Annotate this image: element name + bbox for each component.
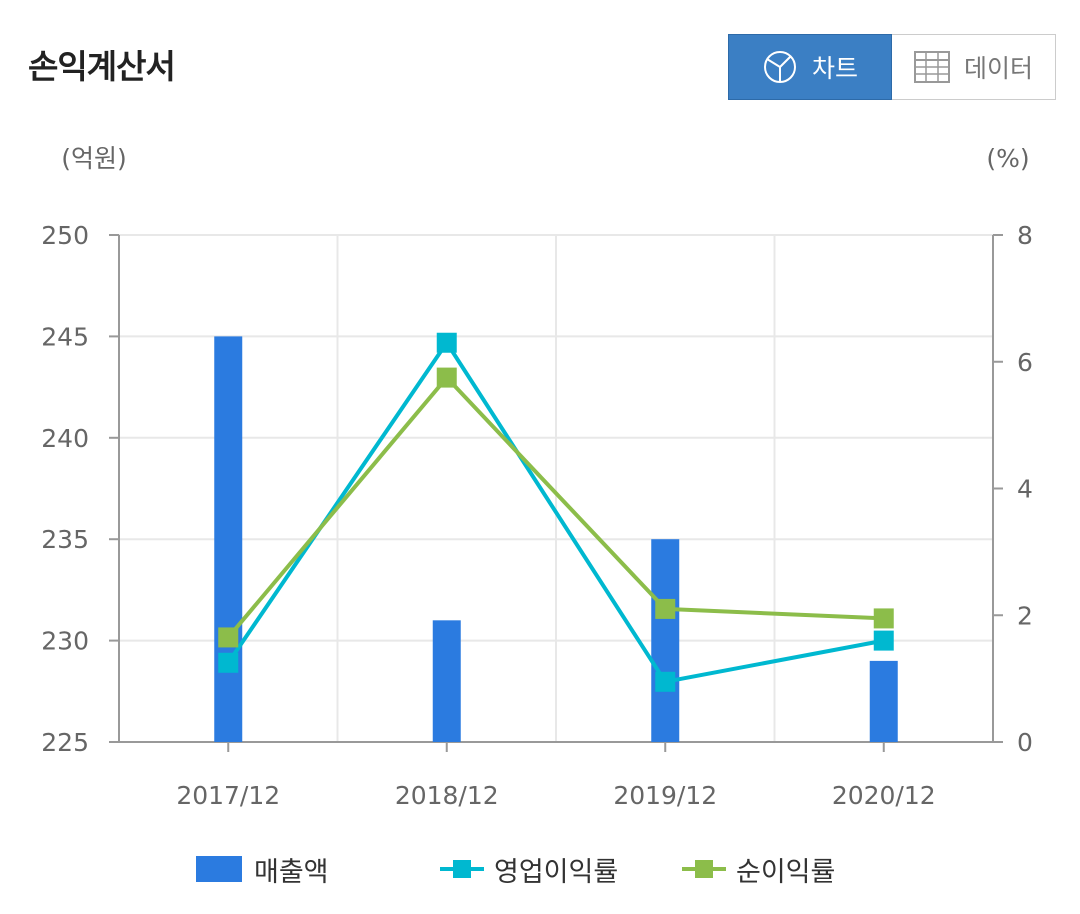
left-axis-tick-label: 245: [41, 322, 89, 351]
right-axis-tick-label: 4: [1017, 475, 1033, 504]
legend-item-revenue[interactable]: 매출액: [196, 846, 329, 892]
x-axis-tick-label: 2019/12: [613, 781, 717, 810]
left-axis-tick-label: 225: [41, 728, 89, 757]
data-view-button[interactable]: 데이터: [892, 34, 1056, 100]
net-margin-line: [226, 375, 884, 639]
legend-swatch-revenue: [196, 856, 242, 882]
chart-view-label: 차트: [811, 54, 858, 83]
legend-swatch-net-margin: [682, 856, 726, 882]
revenue-bar: [214, 336, 243, 742]
left-axis-unit-label: (억원): [61, 144, 127, 173]
net-margin-point: [873, 608, 894, 629]
income-statement-chart: 225 230 235 240 245 250 0 2 4 6 8 (억원) (%) 2017/12 201…: [41, 144, 1033, 810]
table-grid-icon: [913, 51, 950, 83]
right-axis-tick-label: 8: [1017, 221, 1033, 250]
operating-margin-point: [218, 652, 239, 673]
operating-margin-point: [655, 671, 676, 692]
revenue-bar: [432, 620, 461, 742]
x-axis-tick-label: 2020/12: [832, 781, 936, 810]
data-view-label: 데이터: [963, 54, 1033, 83]
legend-label-net-margin: 순이익률: [736, 856, 836, 888]
right-axis-unit-label: (%): [986, 144, 1029, 173]
pie-chart-icon: [763, 51, 796, 83]
right-axis-tick-label: 2: [1017, 601, 1033, 630]
net-margin-point: [436, 367, 457, 388]
legend-item-operating-margin[interactable]: 영업이익률: [440, 846, 618, 892]
right-axis-tick-label: 0: [1017, 728, 1033, 757]
x-axis-tick-label: 2018/12: [395, 781, 499, 810]
chart-view-button[interactable]: 차트: [728, 34, 892, 100]
net-margin-point: [655, 598, 676, 619]
legend-item-net-margin[interactable]: 순이익률: [682, 846, 835, 892]
page-title: 손익계산서: [28, 47, 176, 86]
operating-margin-point: [436, 332, 457, 353]
left-axis-tick-label: 230: [41, 627, 89, 656]
left-axis-tick-label: 240: [41, 424, 89, 453]
left-axis-tick-label: 235: [41, 525, 89, 554]
legend-swatch-operating-margin: [440, 856, 484, 882]
legend-label-operating-margin: 영업이익률: [494, 856, 619, 888]
legend-label-revenue: 매출액: [254, 856, 329, 888]
chart-legend: 매출액 영업이익률 순이익률: [0, 846, 1080, 892]
operating-margin-point: [873, 630, 894, 651]
right-axis-tick-label: 6: [1017, 348, 1033, 377]
left-axis-tick-label: 250: [41, 221, 89, 250]
revenue-bar: [651, 539, 680, 742]
net-margin-point: [218, 627, 239, 648]
view-toggle: 차트 데이터: [728, 34, 1056, 100]
x-axis-tick-label: 2017/12: [176, 781, 280, 810]
revenue-bar: [869, 660, 898, 742]
operating-margin-line: [226, 340, 885, 684]
